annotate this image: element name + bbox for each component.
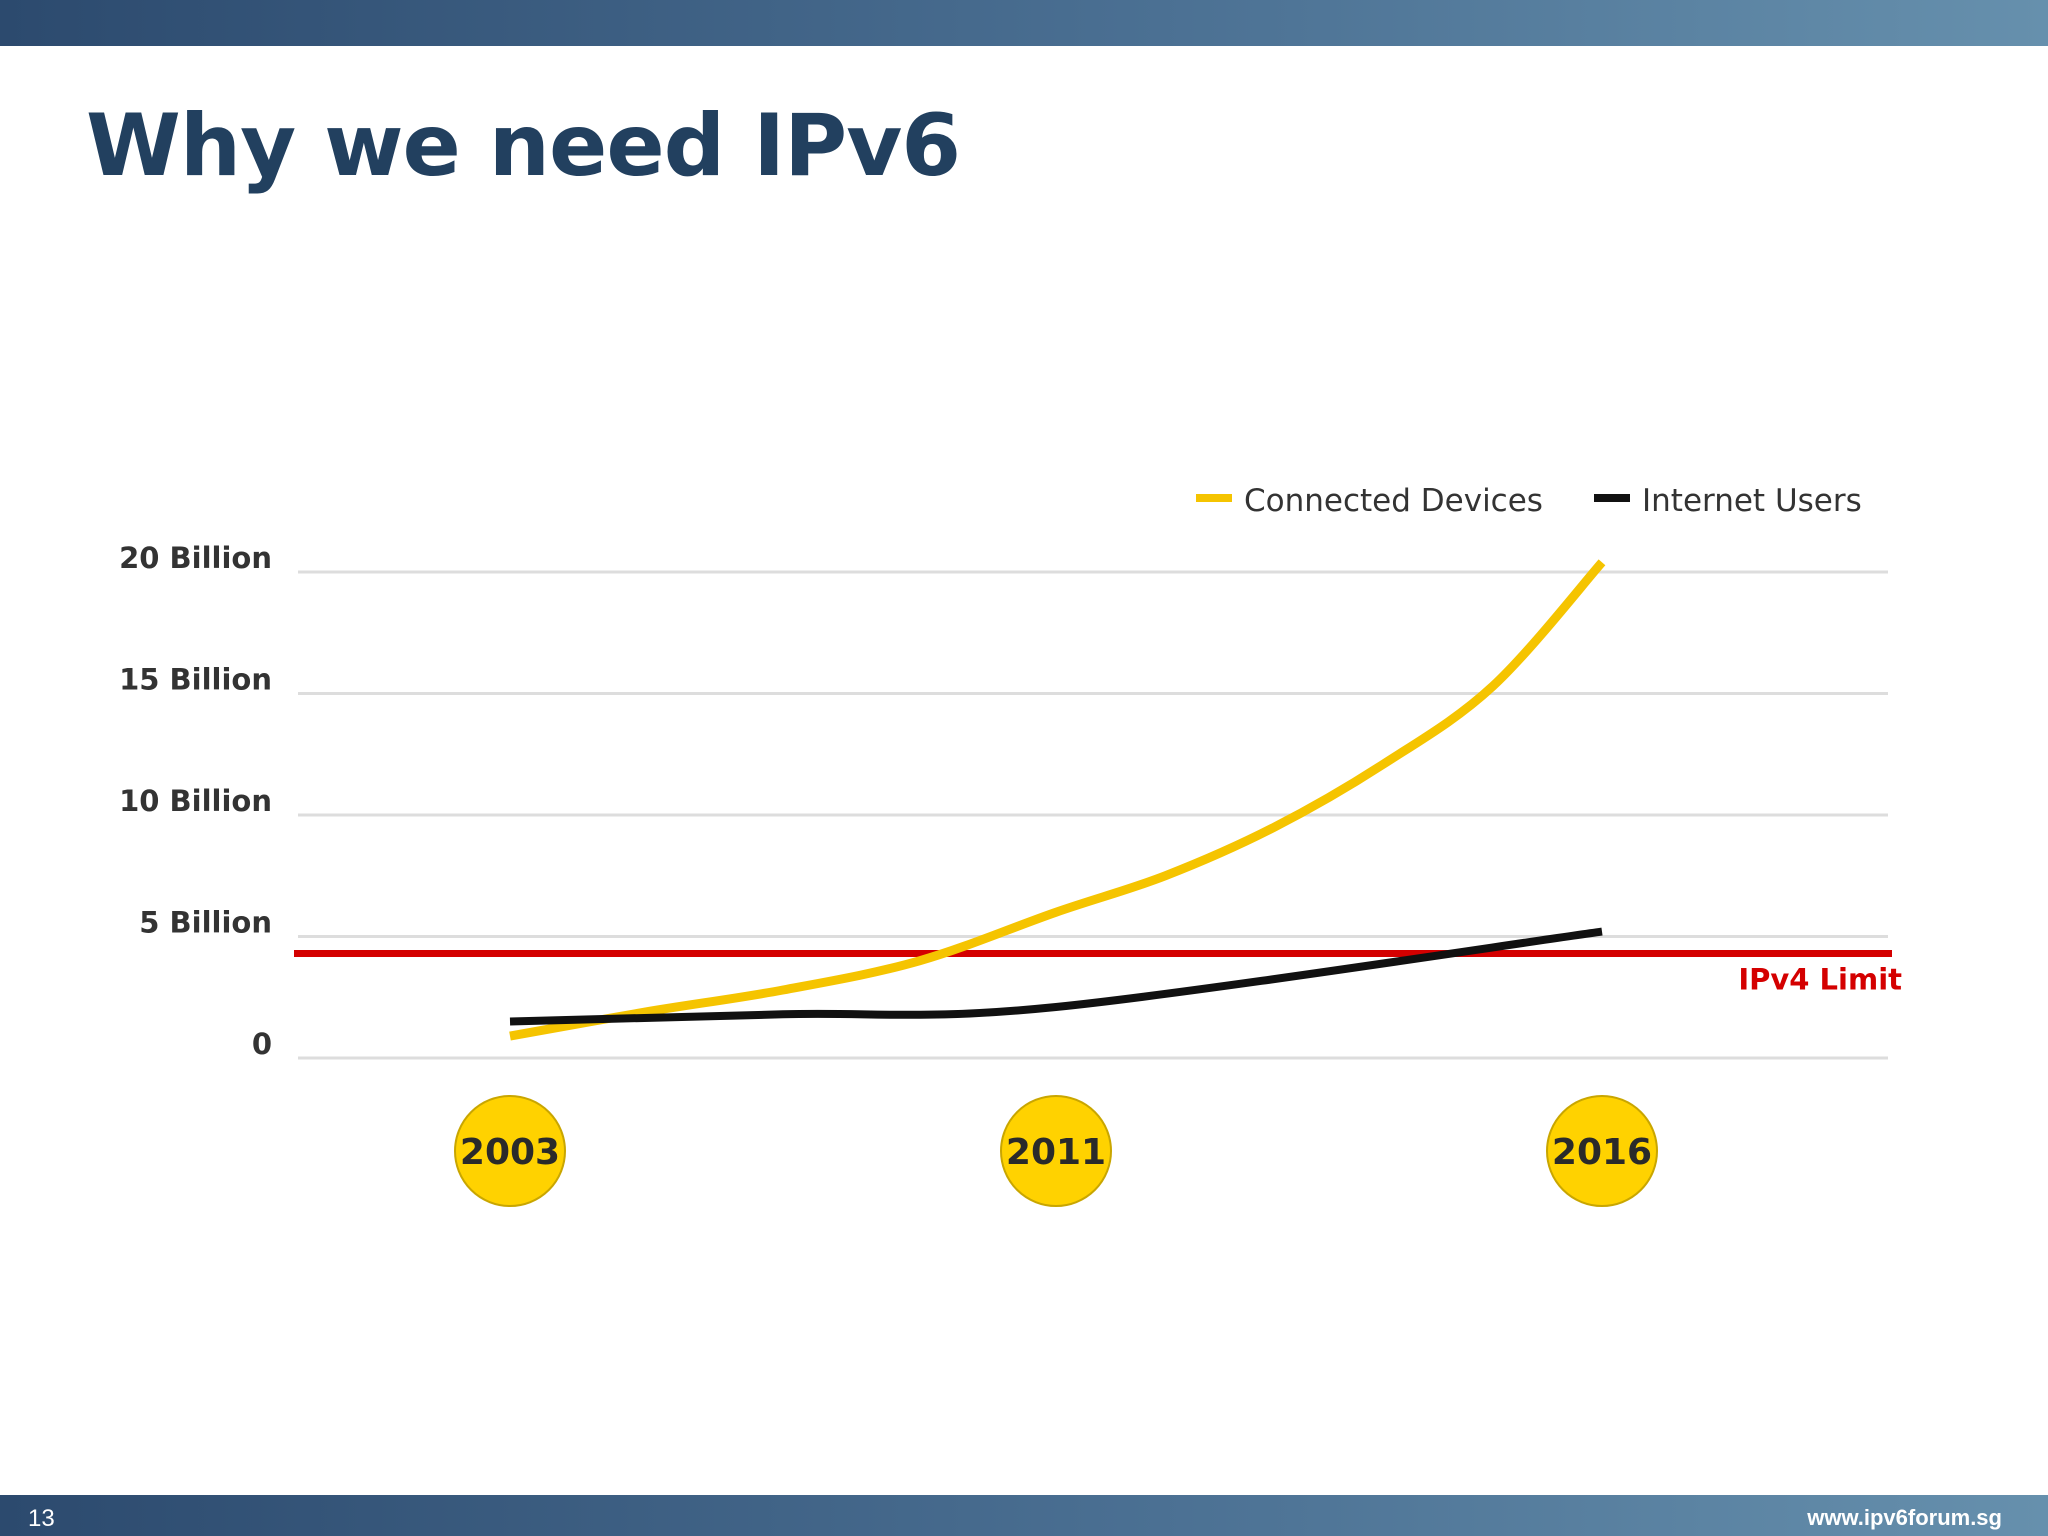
- y-tick-label-20: 20 Billion: [119, 541, 272, 575]
- legend: Connected Devices Internet Users: [1196, 483, 1862, 519]
- y-tick-label-0: 0: [252, 1027, 272, 1061]
- x-tick-label-2003: 2003: [460, 1132, 560, 1173]
- x-tick-label-2011: 2011: [1006, 1132, 1106, 1173]
- y-tick-label-10: 10 Billion: [119, 784, 272, 818]
- year-badge-2016: [1546, 1095, 1658, 1207]
- header-bar: [0, 0, 2048, 46]
- year-badge-2011: [1000, 1095, 1112, 1207]
- legend-label-internet-users: Internet Users: [1642, 483, 1862, 519]
- footer-bar: [0, 1495, 2048, 1536]
- x-axis-year-badges: 2003 2011 2016: [454, 1095, 1658, 1207]
- page-number: 13: [28, 1505, 55, 1532]
- y-axis-ticks: 0 5 Billion 10 Billion 15 Billion 20 Billion: [119, 541, 272, 1061]
- legend-label-connected-devices: Connected Devices: [1244, 483, 1543, 519]
- series-lines: [509, 559, 1606, 1041]
- y-tick-label-15: 15 Billion: [119, 663, 272, 697]
- ipv4-limit-line: IPv4 Limit: [294, 950, 1902, 997]
- gridlines: [298, 570, 1888, 1060]
- year-badge-2003: [454, 1095, 566, 1207]
- ipv4-limit-label: IPv4 Limit: [1738, 963, 1902, 997]
- y-tick-label-5: 5 Billion: [139, 906, 272, 940]
- internet-users-line: [509, 927, 1603, 1026]
- footer-url: www.ipv6forum.sg: [1807, 1505, 2002, 1530]
- connected-devices-line: [509, 559, 1606, 1041]
- slide-title: Why we need IPv6: [86, 96, 961, 196]
- x-tick-label-2016: 2016: [1552, 1132, 1652, 1173]
